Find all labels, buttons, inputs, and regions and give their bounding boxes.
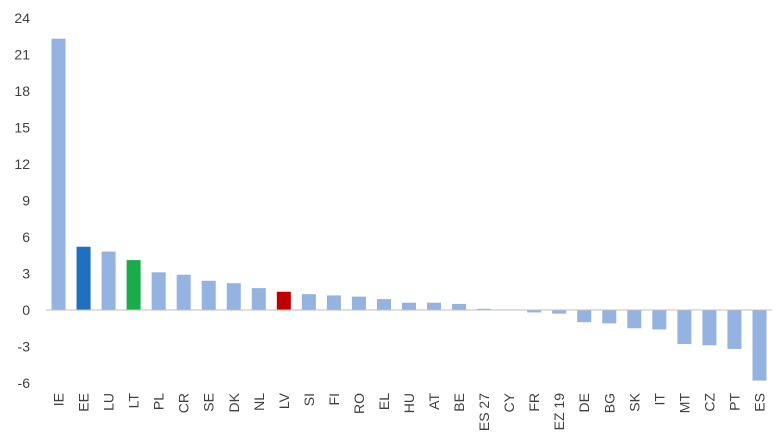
bar-fr bbox=[527, 310, 542, 313]
x-axis-labels: IE EE LU LT PL CR SE DK NL LV SI FI RO EL HU AT BE ES 27 C… bbox=[51, 392, 768, 431]
x-tick-label: CR bbox=[176, 393, 192, 413]
y-tick-label: 24 bbox=[14, 10, 30, 26]
x-tick-label: FI bbox=[326, 393, 342, 405]
bar-es-27 bbox=[477, 308, 492, 310]
bar-mt bbox=[677, 310, 692, 345]
bar-sk bbox=[627, 310, 642, 329]
x-tick-label: FR bbox=[526, 393, 542, 412]
y-tick-label: 0 bbox=[22, 302, 30, 318]
bar-it bbox=[652, 310, 667, 330]
x-tick-label: HU bbox=[401, 393, 417, 413]
x-tick-label: EL bbox=[376, 393, 392, 410]
bar-nl bbox=[251, 288, 266, 310]
x-tick-label: NL bbox=[251, 393, 267, 411]
y-tick-label: 21 bbox=[14, 47, 30, 63]
bar-cr bbox=[176, 274, 191, 310]
x-tick-label: PL bbox=[151, 393, 167, 410]
x-tick-label: EE bbox=[76, 393, 92, 412]
x-tick-label: PT bbox=[726, 393, 742, 411]
y-tick-label: 18 bbox=[14, 83, 30, 99]
bar-lu bbox=[101, 251, 116, 310]
x-tick-label: DE bbox=[576, 393, 592, 412]
x-tick-label: MT bbox=[676, 393, 692, 414]
y-axis-ticks: 24 21 18 15 12 9 6 3 0 -3 -6 bbox=[14, 10, 30, 391]
x-tick-label: LU bbox=[101, 393, 117, 411]
bar-se bbox=[201, 280, 216, 310]
bar-ez-19 bbox=[552, 310, 567, 314]
x-tick-label: RO bbox=[351, 393, 367, 414]
y-tick-label: 12 bbox=[14, 156, 30, 172]
x-tick-label: AT bbox=[426, 393, 442, 410]
x-tick-label: LT bbox=[126, 393, 142, 409]
x-tick-label: SI bbox=[301, 393, 317, 406]
y-tick-label: 6 bbox=[22, 229, 30, 245]
bar-ro bbox=[351, 296, 366, 310]
y-tick-label: 3 bbox=[22, 266, 30, 282]
bar-bg bbox=[602, 310, 617, 324]
x-tick-label: DK bbox=[226, 392, 242, 412]
x-tick-label: ES bbox=[751, 393, 767, 412]
x-tick-label: BG bbox=[601, 393, 617, 413]
bar-cz bbox=[702, 310, 717, 346]
bar-fi bbox=[326, 295, 341, 310]
x-tick-label: EZ 19 bbox=[551, 393, 567, 431]
y-tick-label: -6 bbox=[18, 375, 31, 391]
x-tick-label: CY bbox=[501, 392, 517, 412]
bar-de bbox=[577, 310, 592, 323]
x-tick-label: CZ bbox=[701, 393, 717, 412]
x-tick-label: IT bbox=[651, 393, 667, 406]
bar-hu bbox=[401, 302, 417, 310]
bar-at bbox=[427, 302, 442, 310]
x-tick-label: IE bbox=[51, 393, 67, 406]
y-tick-label: 15 bbox=[14, 120, 30, 136]
bar-pl bbox=[151, 272, 166, 310]
bar-es bbox=[752, 310, 767, 381]
bar-dk bbox=[226, 283, 241, 310]
bar-ee bbox=[76, 246, 91, 310]
bar-ie bbox=[51, 38, 66, 310]
x-tick-label: SK bbox=[626, 392, 642, 411]
bar-lv bbox=[276, 291, 291, 310]
x-tick-label: LV bbox=[276, 392, 292, 409]
bar-be bbox=[452, 303, 467, 310]
bar-el bbox=[376, 299, 391, 310]
bar-pt bbox=[727, 310, 742, 349]
x-tick-label: ES 27 bbox=[476, 393, 492, 431]
bars bbox=[51, 38, 767, 381]
x-tick-label: SE bbox=[201, 393, 217, 412]
bar-lt bbox=[126, 260, 141, 310]
y-tick-label: -3 bbox=[18, 339, 31, 355]
y-tick-label: 9 bbox=[22, 193, 30, 209]
x-tick-label: BE bbox=[451, 393, 467, 412]
bar-si bbox=[301, 294, 316, 310]
